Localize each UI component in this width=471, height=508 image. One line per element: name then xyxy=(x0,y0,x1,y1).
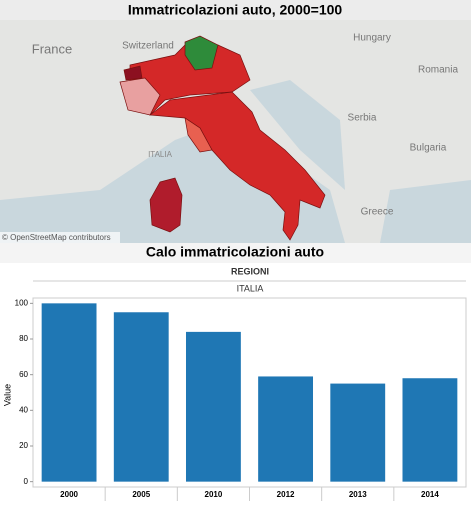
place-label: Hungary xyxy=(353,33,391,44)
y-axis-label: Value xyxy=(2,384,12,406)
region xyxy=(184,35,219,71)
place-label: France xyxy=(32,41,72,56)
region xyxy=(119,77,161,116)
place-label: Switzerland xyxy=(122,41,174,52)
plot-frame xyxy=(32,297,467,488)
y-tick-label: 60 xyxy=(19,370,28,379)
adriatic xyxy=(250,80,345,190)
x-tick-label: 2000 xyxy=(60,490,78,499)
map: France Switzerland Hungary Romania Serbi… xyxy=(0,20,471,243)
attribution-bg xyxy=(0,232,120,243)
y-tick-label: 80 xyxy=(19,334,28,343)
title-bar xyxy=(0,243,471,263)
x-tick-label: 2012 xyxy=(277,490,295,499)
map-title: Immatricolazioni auto, 2000=100 xyxy=(128,2,343,18)
y-tick-label: 20 xyxy=(19,441,28,450)
bar xyxy=(185,331,241,482)
aegean xyxy=(380,180,471,243)
title-bar xyxy=(0,0,471,20)
region xyxy=(149,91,326,241)
attribution: © OpenStreetMap contributors xyxy=(2,233,111,242)
place-label: Serbia xyxy=(348,113,377,124)
bar xyxy=(402,378,458,482)
place-label: Romania xyxy=(418,65,458,76)
region xyxy=(184,117,213,153)
x-tick-label: 2010 xyxy=(205,490,223,499)
place-label: Bulgaria xyxy=(410,143,447,154)
bar xyxy=(113,312,169,482)
x-tick-label: 2014 xyxy=(421,490,439,499)
place-label: ITALIA xyxy=(148,150,173,159)
x-tick-label: 2013 xyxy=(349,490,367,499)
panel-label: ITALIA xyxy=(237,283,264,293)
chart-title: Calo immatricolazioni auto xyxy=(146,244,324,260)
y-tick-label: 100 xyxy=(15,298,29,307)
bar xyxy=(330,383,386,482)
column-header: REGIONI xyxy=(231,266,269,276)
y-tick-label: 40 xyxy=(19,405,28,414)
region xyxy=(149,177,183,233)
bar xyxy=(41,303,97,482)
region xyxy=(123,65,143,81)
place-label: Greece xyxy=(361,207,394,218)
x-tick-label: 2005 xyxy=(132,490,150,499)
bar xyxy=(258,376,314,482)
y-tick-label: 0 xyxy=(24,477,29,486)
